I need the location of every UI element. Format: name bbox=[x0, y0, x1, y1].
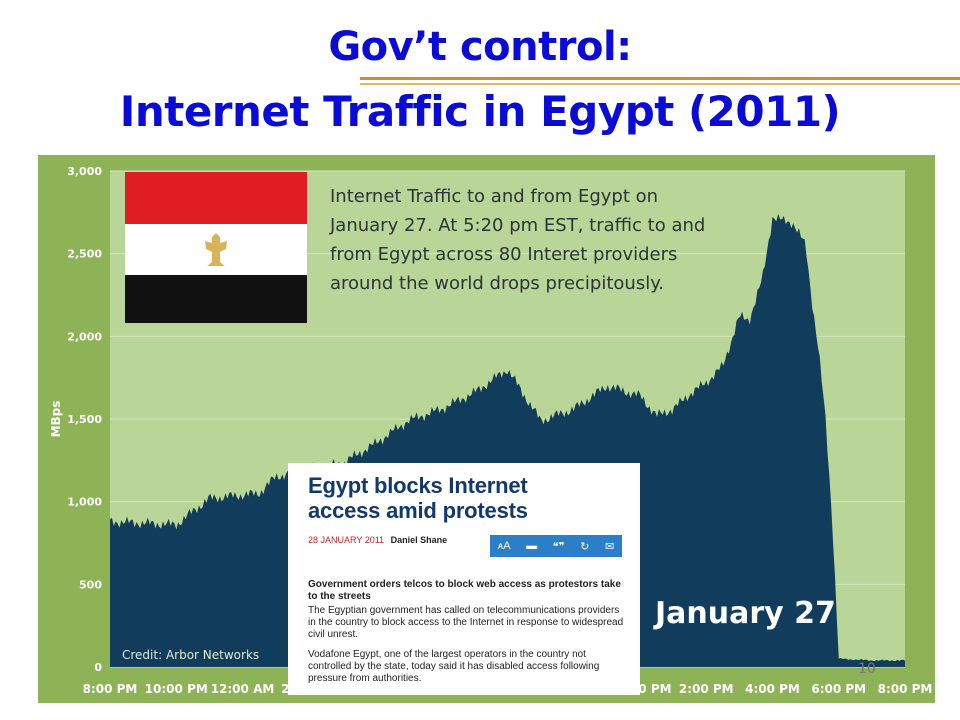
comment-icon[interactable]: ↻ bbox=[580, 540, 590, 553]
title-rule-thin bbox=[360, 83, 960, 85]
chart-caption: Internet Traffic to and from Egypt on Jan… bbox=[329, 186, 705, 294]
y-tick-label: 500 bbox=[79, 578, 102, 591]
quote-icon[interactable]: ❝❞ bbox=[552, 540, 565, 553]
x-tick-label: 8:00 PM bbox=[878, 682, 933, 696]
email-icon[interactable]: ✉ bbox=[604, 540, 615, 553]
x-tick-label: 2:00 PM bbox=[679, 682, 734, 696]
news-headline-line2: access amid protests bbox=[308, 498, 528, 523]
y-tick-label: 2,000 bbox=[67, 330, 102, 343]
slide-title-line1: Gov’t control: bbox=[328, 24, 632, 70]
news-meta: 28 JANUARY 2011 Daniel Shane ᴀA ▬ ❝❞ ↻ ✉ bbox=[308, 535, 628, 557]
y-tick-label: 3,000 bbox=[67, 165, 102, 178]
y-axis-ticks: 0 500 1,000 1,500 2,000 2,500 3,000 bbox=[67, 165, 102, 674]
y-axis-label: MBps bbox=[49, 401, 63, 438]
news-date: 28 JANUARY 2011 bbox=[308, 535, 385, 545]
news-headline: Egypt blocks Internet access amid protes… bbox=[308, 473, 628, 523]
caption-line: Internet Traffic to and from Egypt on bbox=[330, 186, 658, 207]
caption-line: from Egypt across 80 Interet providers bbox=[330, 244, 677, 265]
news-paragraph: Vodafone Egypt, one of the largest opera… bbox=[308, 649, 600, 684]
x-tick-label: 6:00 PM bbox=[811, 682, 866, 696]
caption-line: January 27. At 5:20 pm EST, traffic to a… bbox=[329, 215, 705, 236]
print-icon[interactable]: ▬ bbox=[526, 540, 538, 552]
x-tick-label: 4:00 PM bbox=[745, 682, 800, 696]
egypt-flag-icon bbox=[125, 172, 307, 323]
news-author: Daniel Shane bbox=[390, 535, 448, 545]
y-tick-label: 0 bbox=[94, 661, 102, 674]
y-tick-label: 1,500 bbox=[67, 413, 102, 426]
x-tick-label: 8:00 PM bbox=[83, 682, 138, 696]
credit-text: Credit: Arbor Networks bbox=[122, 648, 259, 662]
text-size-icon[interactable]: ᴀA bbox=[497, 540, 511, 552]
slide-title-line2: Internet Traffic in Egypt (2011) bbox=[119, 87, 841, 136]
date-annotation: January 27 bbox=[653, 596, 836, 631]
y-tick-label: 2,500 bbox=[67, 248, 102, 261]
page-number: 10 bbox=[858, 661, 876, 677]
title-rule bbox=[360, 77, 960, 80]
news-clipping: Egypt blocks Internet access amid protes… bbox=[288, 463, 640, 695]
article-toolbar: ᴀA ▬ ❝❞ ↻ ✉ bbox=[490, 535, 622, 557]
news-lead: Government orders telcos to block web ac… bbox=[308, 579, 621, 602]
x-tick-label: 10:00 PM bbox=[145, 682, 208, 696]
x-tick-label: 12:00 AM bbox=[211, 682, 275, 696]
news-headline-line1: Egypt blocks Internet bbox=[308, 473, 528, 498]
news-paragraph: The Egyptian government has called on te… bbox=[308, 605, 624, 640]
y-tick-label: 1,000 bbox=[67, 496, 102, 509]
caption-line: around the world drops precipitously. bbox=[330, 273, 664, 294]
